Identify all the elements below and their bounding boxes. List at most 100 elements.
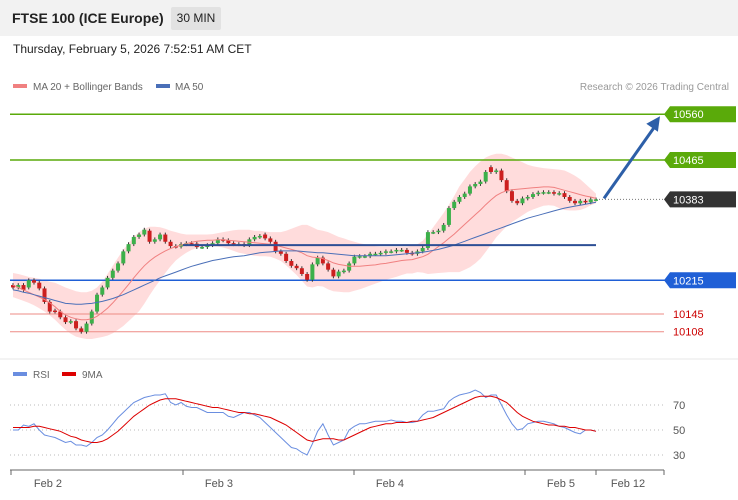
ma50-legend-label: MA 50 [175, 82, 204, 93]
candle [341, 270, 346, 273]
candle [32, 280, 37, 283]
candle [520, 198, 525, 204]
candle [420, 248, 425, 252]
candle [368, 253, 373, 257]
candle [189, 243, 194, 245]
ma20-legend-swatch [13, 84, 27, 88]
instrument-title: FTSE 100 (ICE Europe) [12, 10, 164, 26]
candle [16, 285, 21, 288]
x-axis-label: Feb 5 [547, 478, 575, 490]
candle [142, 229, 147, 235]
candle [509, 191, 514, 201]
candle [431, 232, 436, 234]
candle [478, 181, 483, 184]
candle [263, 234, 268, 239]
candle [163, 234, 168, 242]
candle [231, 243, 236, 245]
x-axis-label: Feb 12 [611, 478, 645, 490]
candle [567, 196, 572, 201]
candle [278, 251, 283, 254]
forecast-arrow-shaft [602, 125, 657, 200]
candle [373, 253, 378, 256]
candle [168, 241, 173, 247]
timeframe-badge[interactable]: 30 MIN [171, 7, 221, 30]
candle [389, 251, 394, 253]
level-tag-10465 [664, 151, 736, 168]
rsi-legend-swatch [13, 372, 27, 376]
rsi-legend-label: RSI [33, 370, 50, 381]
candle [226, 240, 231, 244]
panel-separator [0, 358, 738, 360]
candle [362, 256, 367, 258]
candle [530, 194, 535, 197]
candle [326, 263, 331, 270]
candle [89, 311, 94, 324]
candle [100, 287, 105, 295]
candle [305, 273, 310, 280]
forecast-arrow-head [646, 116, 660, 132]
candle [572, 200, 577, 204]
level-label-10383: 10383 [673, 194, 704, 206]
candle [331, 269, 336, 277]
candle [294, 265, 299, 269]
candle [58, 311, 63, 318]
header-bar: FTSE 100 (ICE Europe) 30 MIN [0, 0, 738, 36]
rsi-ma-legend-swatch [62, 372, 76, 376]
candle [467, 186, 472, 194]
candle [562, 193, 567, 197]
level-tag-10383 [664, 191, 736, 208]
level-label-10145: 10145 [673, 309, 704, 321]
ma20-legend-label: MA 20 + Bollinger Bands [33, 82, 143, 93]
candle [42, 288, 47, 302]
credit-text: Research © 2026 Trading Central [580, 82, 729, 93]
candle [68, 321, 73, 323]
candle [315, 257, 320, 265]
candle [299, 268, 304, 274]
candle [252, 236, 257, 240]
rsi-ma-line [13, 395, 597, 443]
candle [394, 249, 399, 252]
candle [347, 263, 352, 271]
rsi-tick-label: 30 [673, 450, 685, 462]
candle [357, 256, 362, 258]
candle [515, 200, 520, 204]
candle [594, 199, 598, 201]
candle [404, 249, 409, 253]
candle [121, 251, 126, 264]
candle [441, 224, 446, 231]
candle [11, 285, 15, 288]
candle [63, 317, 68, 323]
rsi-line [13, 389, 597, 456]
level-label-10108: 10108 [673, 327, 704, 339]
candle [152, 239, 157, 242]
candle [257, 235, 262, 238]
candle [483, 171, 488, 182]
candle [105, 277, 110, 288]
candle [557, 193, 562, 195]
candle [541, 192, 546, 194]
level-tag-10215 [664, 272, 736, 289]
candle [452, 201, 457, 209]
level-label-10215: 10215 [673, 275, 704, 287]
candle [47, 301, 52, 312]
candle [310, 264, 315, 280]
candle [110, 270, 115, 278]
x-axis-label: Feb 3 [205, 478, 233, 490]
candle [488, 167, 493, 172]
candle [446, 208, 451, 225]
candle [583, 200, 588, 203]
candle [536, 192, 541, 195]
candle [84, 323, 89, 332]
candle [494, 170, 499, 173]
rsi-tick-label: 50 [673, 425, 685, 437]
candle [284, 253, 289, 261]
candle [268, 238, 273, 242]
rsi-tick-label: 70 [673, 400, 685, 412]
level-label-10465: 10465 [673, 155, 704, 167]
x-axis-label: Feb 2 [34, 478, 62, 490]
candle [551, 192, 556, 194]
candle [588, 199, 593, 203]
candle [378, 252, 383, 255]
candle [137, 234, 142, 237]
